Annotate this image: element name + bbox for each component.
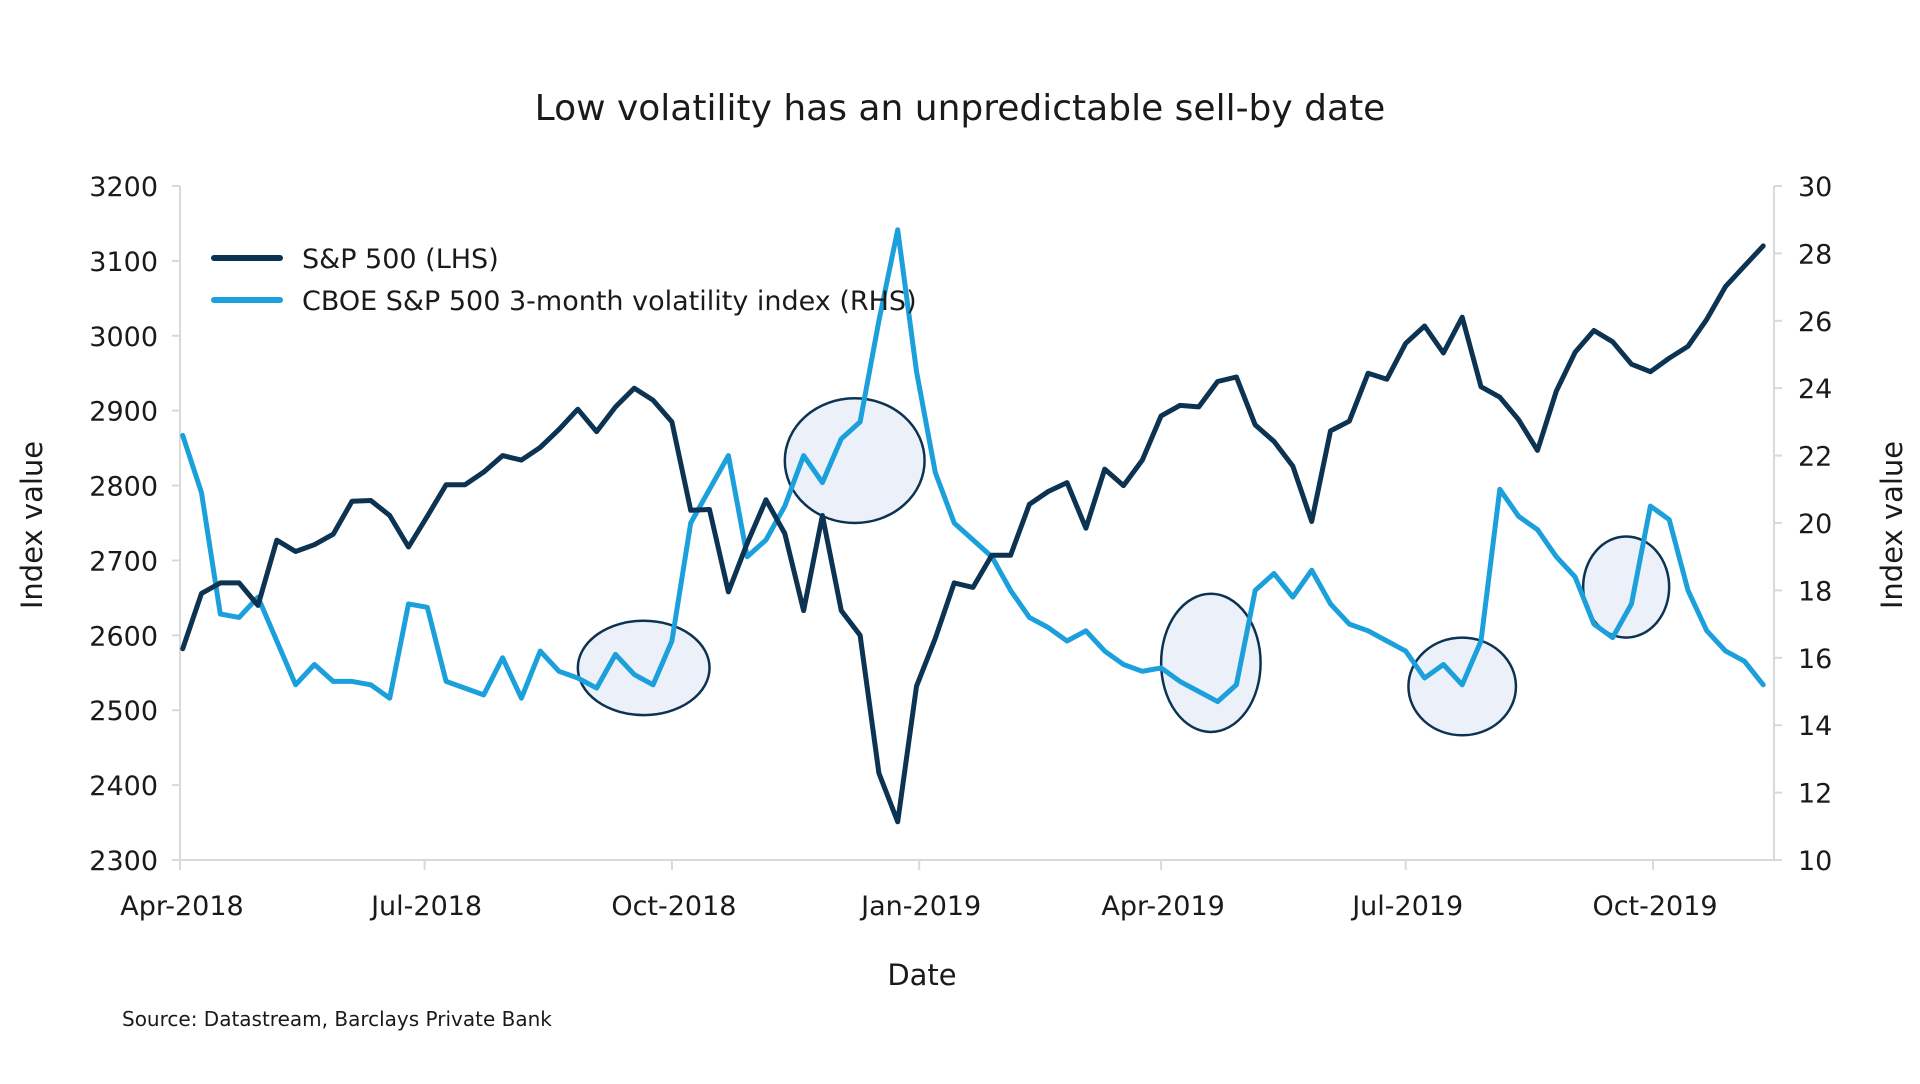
x-axis-title: Date — [887, 958, 956, 992]
y-right-tick-label: 14 — [1798, 711, 1832, 742]
y-right-tick-label: 28 — [1798, 239, 1832, 270]
y-left-tick-label: 3000 — [89, 322, 158, 353]
x-tick-label: Apr-2019 — [1101, 891, 1224, 922]
x-tick-label: Apr-2018 — [120, 891, 243, 922]
y-right-tick-label: 16 — [1798, 644, 1832, 675]
y-left-tick-label: 2400 — [89, 771, 158, 802]
annotation-layer — [576, 397, 1671, 737]
y-right-tick-label: 30 — [1798, 172, 1832, 203]
highlight-ellipse — [1581, 535, 1671, 639]
y-left-tick-label: 2700 — [89, 546, 158, 577]
y-right-tick-label: 24 — [1798, 374, 1832, 405]
legend-label-volatility: CBOE S&P 500 3-month volatility index (R… — [302, 286, 917, 317]
y-left-tick-label: 3100 — [89, 247, 158, 278]
highlight-ellipse — [576, 619, 711, 717]
series-line-sp500 — [180, 243, 1766, 825]
x-tick-label: Jul-2019 — [1350, 891, 1463, 922]
y-right-tick-label: 20 — [1798, 509, 1832, 540]
x-tick-label: Oct-2018 — [611, 891, 736, 922]
y-left-tick-label: 2500 — [89, 696, 158, 727]
source-note: Source: Datastream, Barclays Private Ban… — [122, 1007, 552, 1031]
y-left-tick-label: 2800 — [89, 472, 158, 503]
x-tick-label: Jul-2018 — [369, 891, 482, 922]
y-right-tick-label: 12 — [1798, 779, 1832, 810]
y-right-tick-label: 18 — [1798, 576, 1832, 607]
y-right-tick-label: 10 — [1798, 846, 1832, 877]
chart-title: Low volatility has an unpredictable sell… — [535, 88, 1386, 129]
y-left-tick-label: 2900 — [89, 397, 158, 428]
legend-label-sp500: S&P 500 (LHS) — [302, 244, 499, 275]
x-tick-label: Oct-2019 — [1592, 891, 1717, 922]
y-right-tick-label: 22 — [1798, 442, 1832, 473]
series-line-volatility — [180, 227, 1766, 705]
highlight-ellipse — [1159, 592, 1262, 734]
ticks-layer: Apr-2018 Jul-2018 Oct-2018 Jan-2019 Apr-2019… — [89, 172, 1832, 922]
y-right-tick-label: 26 — [1798, 307, 1832, 338]
y-axis-right-title: Index value — [1875, 441, 1909, 609]
legend: S&P 500 (LHS) CBOE S&P 500 3-month volat… — [211, 244, 917, 317]
y-left-tick-label: 3200 — [89, 172, 158, 203]
series-layer — [180, 227, 1766, 825]
y-left-tick-label: 2600 — [89, 621, 158, 652]
y-left-tick-label: 2300 — [89, 846, 158, 877]
y-axis-left-title: Index value — [15, 441, 49, 609]
x-tick-label: Jan-2019 — [859, 891, 981, 922]
highlight-ellipse — [783, 397, 926, 525]
